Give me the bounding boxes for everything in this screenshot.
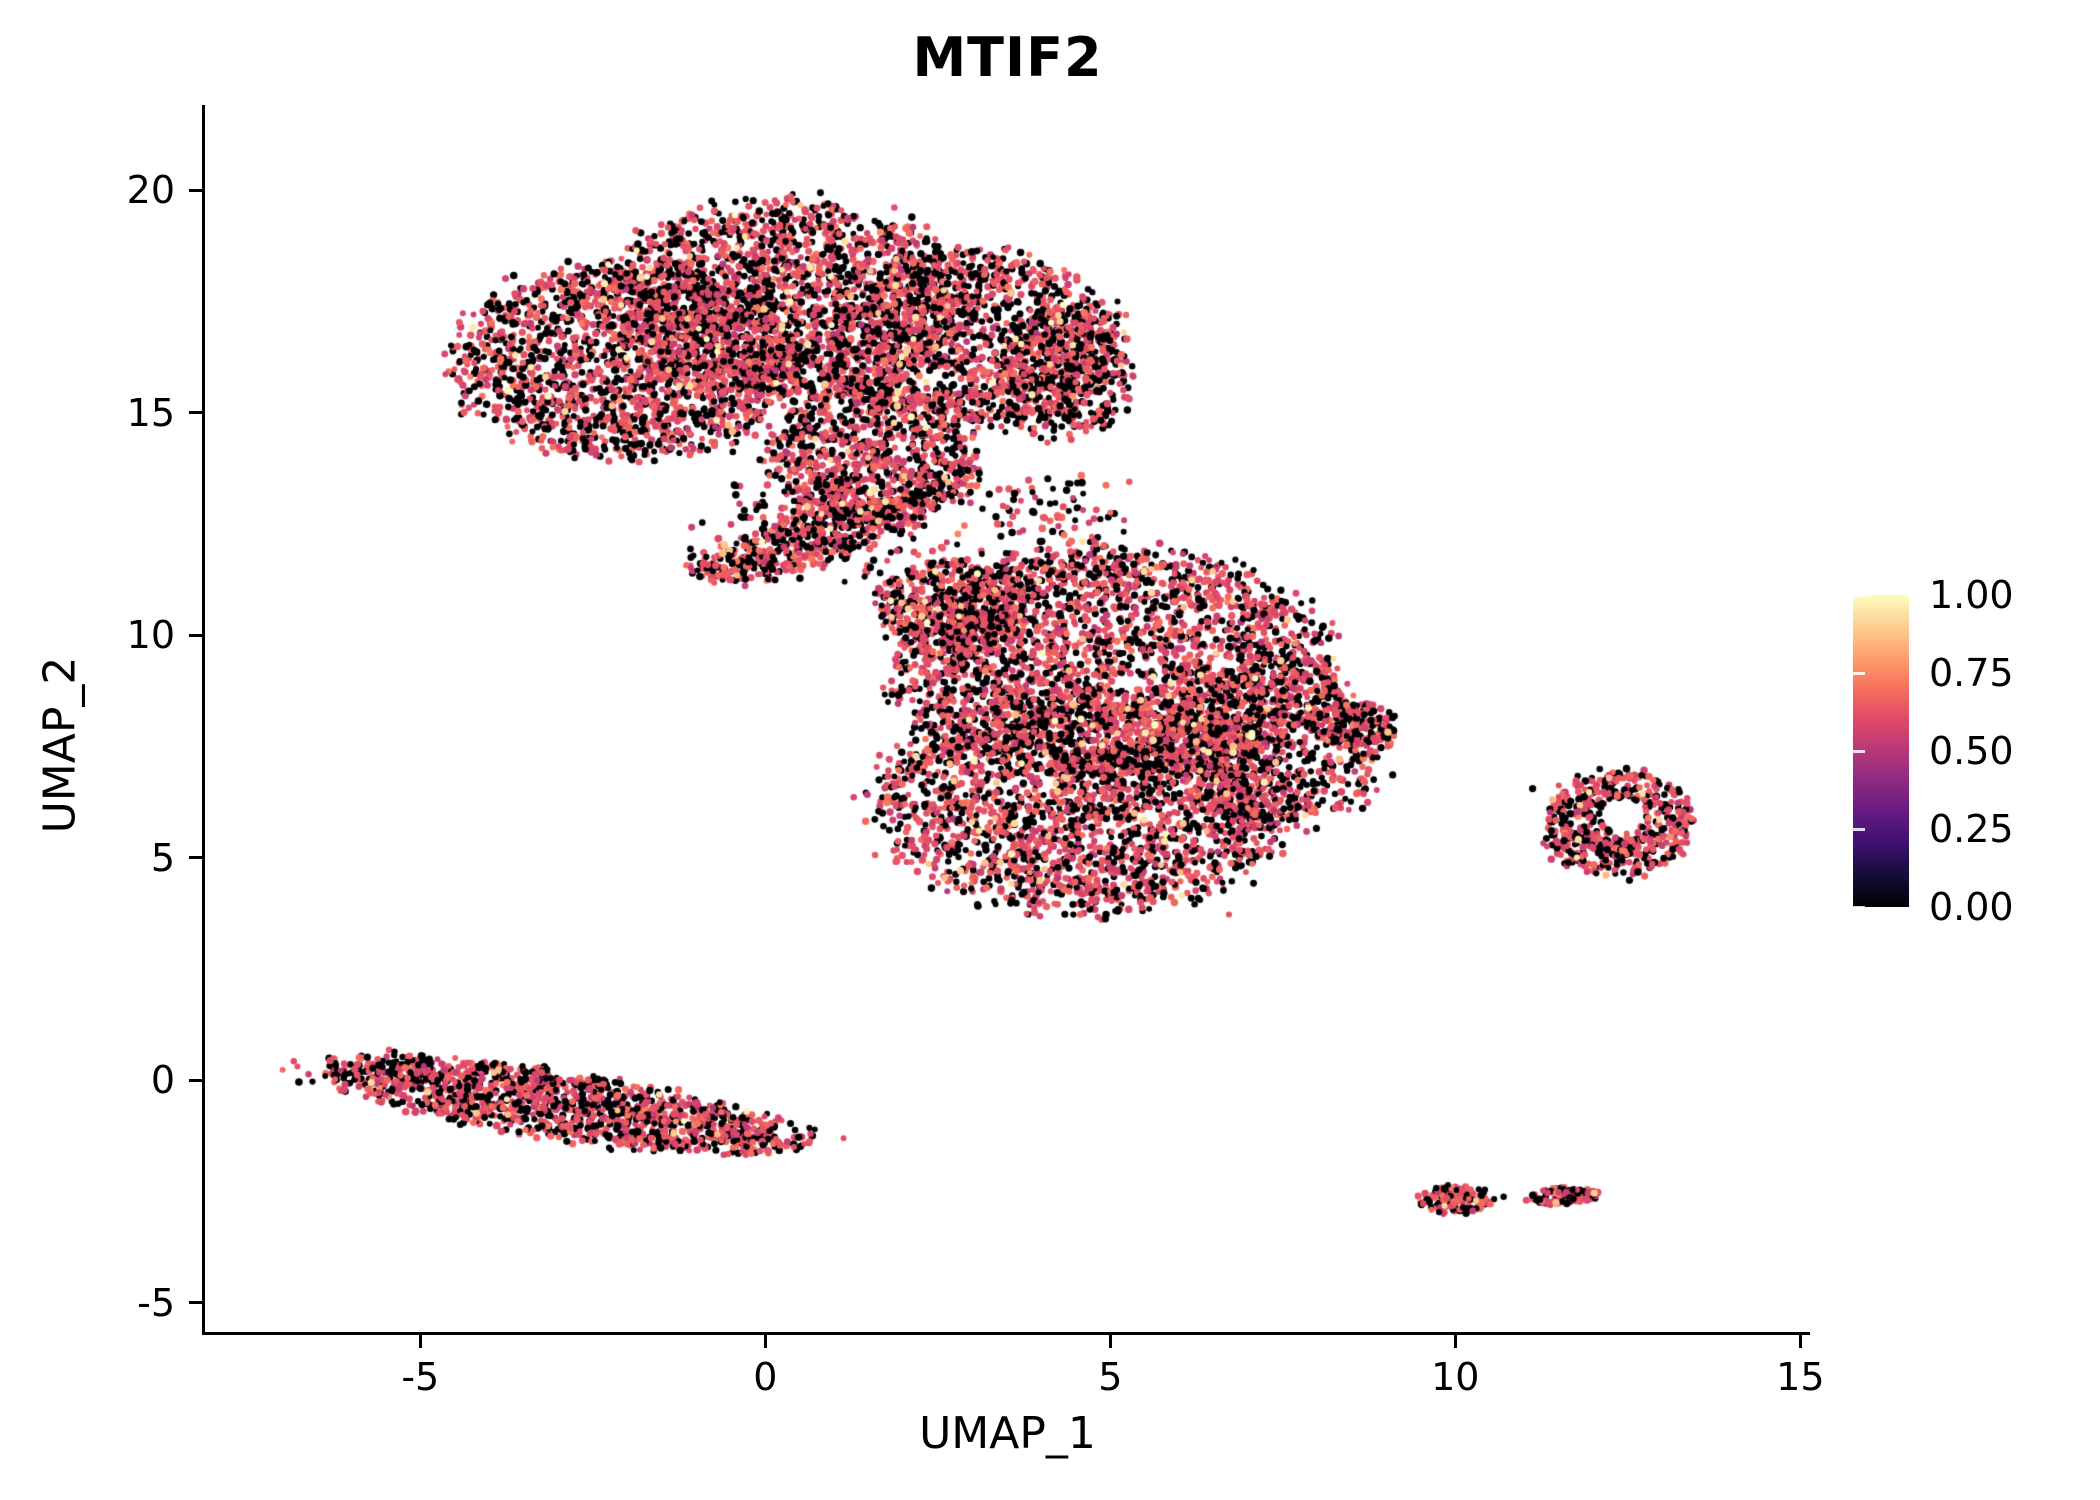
y-tick-label: 5 (150, 835, 175, 880)
y-tick-mark (189, 1301, 202, 1305)
y-tick-mark (189, 1078, 202, 1082)
y-axis-label: UMAP_2 (34, 656, 86, 834)
y-tick-mark (189, 633, 202, 637)
y-tick-label: 10 (126, 613, 175, 658)
colorbar-tick-label: 1.00 (1929, 573, 2014, 617)
y-axis-line (202, 105, 205, 1335)
colorbar-tick-mark (1853, 671, 1865, 675)
x-tick-mark (763, 1335, 767, 1348)
x-axis-line (202, 1332, 1810, 1335)
colorbar-tick-mark (1853, 749, 1865, 753)
x-tick-label: -5 (401, 1355, 440, 1399)
colorbar-tick-mark (1853, 827, 1865, 831)
x-tick-label: 0 (753, 1355, 778, 1399)
x-tick-mark (1798, 1335, 1802, 1348)
y-tick-mark (189, 411, 202, 415)
x-axis-label: UMAP_1 (919, 1408, 1096, 1459)
y-tick-label: 20 (126, 168, 175, 212)
y-tick-mark (189, 188, 202, 192)
x-tick-label: 10 (1431, 1355, 1480, 1399)
colorbar-tick-label: 0.50 (1929, 729, 2014, 773)
x-tick-mark (418, 1335, 422, 1348)
colorbar-tick-label: 0.75 (1929, 651, 2014, 695)
colorbar-tick-label: 0.25 (1929, 807, 2014, 851)
x-tick-mark (1108, 1335, 1112, 1348)
y-tick-label: 15 (126, 390, 175, 435)
y-tick-label: -5 (137, 1280, 175, 1325)
y-tick-label: 0 (150, 1058, 175, 1103)
colorbar-tick-mark (1853, 905, 1865, 909)
colorbar-tick-label: 0.00 (1929, 885, 2014, 929)
x-tick-label: 15 (1776, 1355, 1825, 1399)
y-tick-mark (189, 856, 202, 860)
colorbar-tick-mark (1853, 593, 1865, 597)
x-tick-mark (1453, 1335, 1457, 1348)
plot-title: MTIF2 (912, 26, 1103, 89)
x-tick-label: 5 (1098, 1355, 1123, 1399)
